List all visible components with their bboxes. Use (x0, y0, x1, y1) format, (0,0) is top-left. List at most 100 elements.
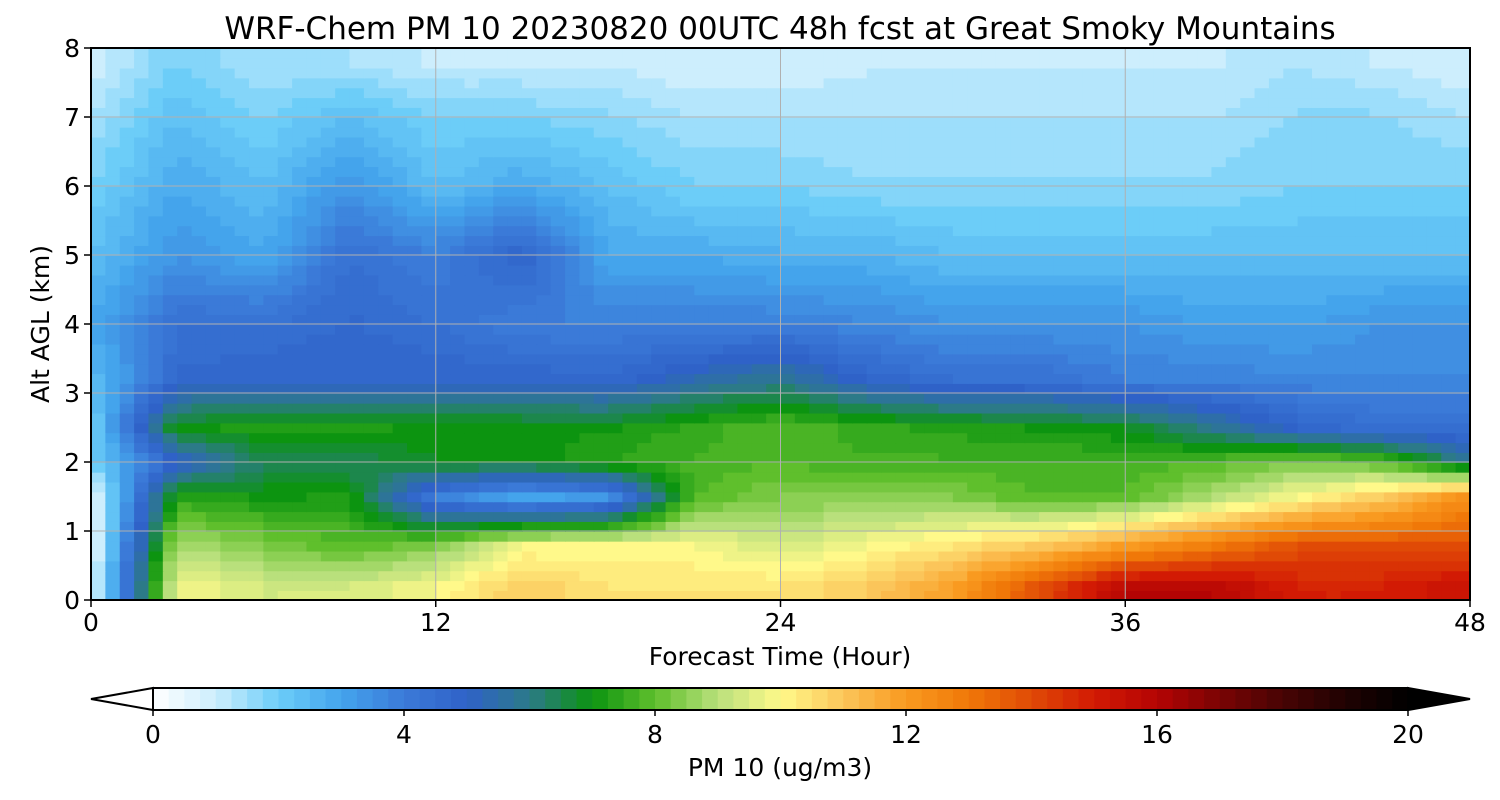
heatmap-cell (1139, 363, 1155, 375)
heatmap-cell (1383, 560, 1399, 572)
heatmap-cell (1139, 87, 1155, 99)
heatmap-cell (837, 570, 854, 582)
heatmap-cell (622, 442, 638, 453)
heatmap-cell (909, 373, 925, 384)
heatmap-cell (1297, 481, 1313, 493)
heatmap-cell (1139, 205, 1155, 217)
heatmap-cell (766, 560, 782, 572)
heatmap-cell (1082, 186, 1098, 197)
heatmap-cell (651, 402, 667, 414)
heatmap-cell (895, 245, 911, 256)
heatmap-cell (1153, 205, 1170, 217)
heatmap-cell (1225, 452, 1241, 463)
heatmap-cell (363, 590, 380, 600)
heatmap-cell (1340, 186, 1356, 197)
heatmap-cell (550, 452, 566, 463)
heatmap-cell (823, 511, 839, 522)
heatmap-cell (593, 462, 609, 473)
heatmap-cell (665, 195, 681, 207)
heatmap-cell (378, 176, 394, 187)
heatmap-cell (651, 255, 667, 266)
heatmap-cell (1455, 432, 1470, 444)
heatmap-cell (766, 432, 782, 444)
heatmap-cell (1168, 294, 1184, 306)
heatmap-cell (421, 274, 437, 286)
heatmap-cell (780, 511, 796, 522)
heatmap-cell (536, 255, 552, 266)
heatmap-cell (651, 176, 667, 187)
heatmap-cell (1369, 412, 1385, 424)
heatmap-cell (1283, 353, 1299, 365)
heatmap-cell (234, 314, 250, 325)
heatmap-cell (335, 333, 351, 345)
heatmap-cell (191, 195, 207, 207)
heatmap-cell (866, 314, 882, 325)
heatmap-cell (263, 511, 279, 522)
heatmap-cell (565, 255, 581, 266)
heatmap-cell (909, 393, 925, 404)
heatmap-cell (967, 471, 983, 483)
heatmap-cell (866, 531, 882, 542)
heatmap-cell (909, 255, 925, 266)
heatmap-cell (852, 294, 868, 306)
heatmap-cell (335, 215, 351, 227)
heatmap-cell (148, 373, 164, 384)
heatmap-cell (1383, 383, 1399, 394)
heatmap-cell (694, 146, 710, 158)
heatmap-cell (679, 353, 696, 365)
heatmap-cell (1297, 531, 1313, 542)
heatmap-cell (981, 156, 997, 168)
heatmap-cell (450, 117, 466, 128)
heatmap-cell (1225, 432, 1241, 444)
heatmap-cell (119, 363, 135, 375)
heatmap-cell (1455, 274, 1470, 286)
heatmap-cell (679, 245, 696, 256)
heatmap-cell (493, 501, 509, 513)
heatmap-cell (895, 235, 911, 246)
heatmap-cell (105, 521, 121, 532)
heatmap-cell (766, 186, 782, 197)
heatmap-cell (823, 205, 839, 217)
heatmap-cell (579, 274, 595, 286)
heatmap-cell (277, 540, 293, 552)
heatmap-cell (478, 176, 494, 187)
heatmap-cell (794, 117, 811, 128)
heatmap-cell (881, 432, 897, 444)
heatmap-cell (981, 501, 997, 513)
heatmap-cell (1067, 235, 1083, 246)
heatmap-cell (464, 284, 480, 296)
heatmap-cell (852, 314, 868, 325)
heatmap-cell (622, 393, 638, 404)
heatmap-cell (450, 195, 466, 207)
heatmap-cell (220, 176, 236, 187)
heatmap-cell (1082, 442, 1098, 453)
heatmap-cell (593, 107, 609, 118)
heatmap-cell (263, 314, 279, 325)
heatmap-cell (636, 225, 653, 237)
heatmap-cell (421, 97, 437, 108)
heatmap-cell (1182, 442, 1198, 453)
heatmap-cell (636, 550, 653, 562)
heatmap-cell (191, 324, 207, 335)
heatmap-cell (723, 383, 739, 394)
heatmap-cell (1225, 402, 1241, 414)
heatmap-cell (1426, 540, 1443, 552)
heatmap-cell (1039, 590, 1055, 600)
heatmap-cell (766, 225, 782, 237)
heatmap-cell (608, 294, 624, 306)
heatmap-cell (1240, 186, 1256, 197)
heatmap-cell (1096, 531, 1112, 542)
heatmap-cell (837, 107, 854, 118)
heatmap-cell (1067, 304, 1083, 315)
heatmap-cell (1110, 126, 1127, 138)
heatmap-cell (823, 491, 839, 503)
heatmap-cell (421, 471, 437, 483)
heatmap-cell (521, 353, 538, 365)
heatmap-cell (1039, 156, 1055, 168)
heatmap-cell (306, 284, 322, 296)
heatmap-cell (1254, 531, 1270, 542)
heatmap-cell (737, 343, 753, 355)
heatmap-cell (536, 540, 552, 552)
heatmap-cell (1455, 195, 1470, 207)
heatmap-cell (493, 304, 509, 315)
